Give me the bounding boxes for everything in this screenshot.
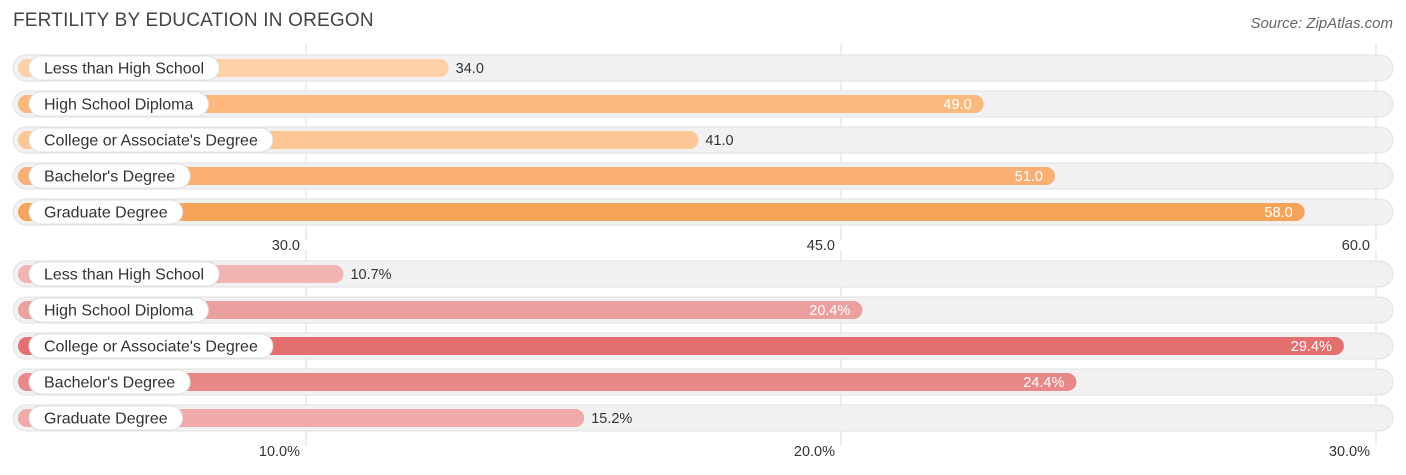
value-label: 41.0 [705,133,733,149]
category-label: High School Diploma [44,303,194,320]
category-pill [28,369,191,395]
source-note: Source: ZipAtlas.com [1250,15,1393,32]
tick-label: 45.0 [807,238,835,254]
category-label: High School Diploma [44,97,194,114]
category-pill [28,127,274,153]
value-label: 24.4% [1023,375,1064,391]
category-pill [28,199,184,225]
category-pill [28,261,220,287]
chart-panel-1: Less than High School 34.0 High School Dip… [12,54,1394,254]
category-pill [28,91,209,117]
category-label: Less than High School [44,267,204,284]
chart-title: FERTILITY BY EDUCATION IN OREGON [13,10,374,31]
category-pill [28,297,209,323]
tick-label: 20.0% [794,444,835,460]
bar-track [12,260,1394,288]
tick-label: 60.0 [1342,238,1370,254]
value-label: 10.7% [350,267,391,283]
category-pill [28,333,274,359]
category-label: Bachelor's Degree [44,375,175,392]
value-label: 20.4% [809,303,850,319]
chart-panel-2: Less than High School 10.7% High School Di… [12,260,1394,460]
category-label: Graduate Degree [44,205,168,222]
value-label: 49.0 [943,97,971,113]
bar [18,337,1344,355]
bar [18,301,863,319]
category-pill [28,163,191,189]
value-label: 29.4% [1291,339,1332,355]
value-label: 58.0 [1264,205,1292,221]
value-label: 15.2% [591,411,632,427]
bar [18,167,1055,185]
tick-label: 10.0% [259,444,300,460]
category-label: Less than High School [44,61,204,78]
category-label: Graduate Degree [44,411,168,428]
value-label: 51.0 [1015,169,1043,185]
bar [18,373,1077,391]
category-label: Bachelor's Degree [44,169,175,186]
category-pill [28,405,184,431]
category-label: College or Associate's Degree [44,339,258,356]
category-label: College or Associate's Degree [44,133,258,150]
bar [18,203,1305,221]
category-pill [28,55,220,81]
bar [18,95,984,113]
value-label: 34.0 [456,61,484,77]
tick-label: 30.0% [1329,444,1370,460]
tick-label: 30.0 [272,238,300,254]
